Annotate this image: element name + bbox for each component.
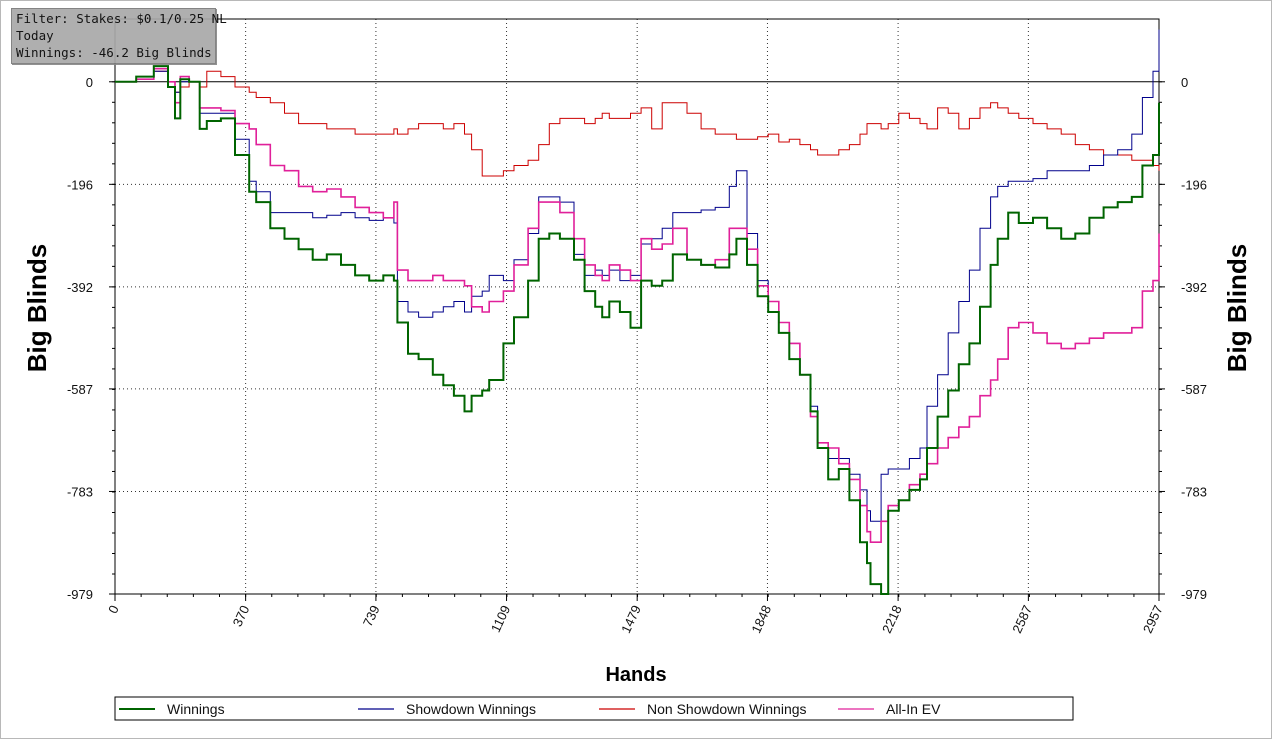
x-tick-label: 2957 xyxy=(1140,603,1166,636)
x-tick-label: 370 xyxy=(230,603,253,629)
x-tick-label: 1109 xyxy=(488,603,513,635)
y-tick-label-right: 0 xyxy=(1181,75,1188,90)
x-tick-label: 2218 xyxy=(879,603,905,636)
y-tick-label-left: 0 xyxy=(86,75,93,90)
legend-label: All-In EV xyxy=(886,701,941,717)
y-tick-label-right: -392 xyxy=(1181,280,1207,295)
x-tick-label: 1479 xyxy=(618,603,644,636)
y-tick-label-right: -783 xyxy=(1181,484,1207,499)
series xyxy=(115,29,1160,595)
legend: Winnings Showdown Winnings Non Showdown Wi… xyxy=(114,696,1074,721)
legend-box xyxy=(114,696,1074,721)
filter-winnings-text: Winnings: -46.2 Big Blinds xyxy=(16,45,212,60)
y-tick-label-left: -979 xyxy=(67,587,93,602)
legend-label: Non Showdown Winnings xyxy=(647,701,807,717)
series-line-winnings xyxy=(115,65,1160,595)
y-tick-label-right: -979 xyxy=(1181,587,1207,602)
series-line-non-showdown-winnings xyxy=(115,70,1160,177)
y-tick-label-left: -587 xyxy=(67,382,93,397)
y-tick-label-left: -783 xyxy=(67,484,93,499)
legend-label: Winnings xyxy=(167,701,225,717)
legend-label: Showdown Winnings xyxy=(406,701,536,717)
x-tick-label: 0 xyxy=(105,603,122,616)
y-tick-label-left: -392 xyxy=(67,280,93,295)
y-axis-title-right: Big Blinds xyxy=(1222,244,1252,373)
x-axis-title: Hands xyxy=(605,664,666,686)
y-tick-label-left: -196 xyxy=(67,177,93,192)
filter-date-text: Today xyxy=(16,28,54,43)
x-tick-label: 2587 xyxy=(1009,603,1035,636)
x-tick-label: 739 xyxy=(360,603,383,629)
y-tick-label-right: -587 xyxy=(1181,382,1207,397)
filter-stakes-text: Filter: Stakes: $0.1/0.25 NL xyxy=(16,11,227,26)
grid xyxy=(115,19,1159,595)
series-line-all-in-ev xyxy=(115,67,1160,543)
y-tick-label-right: -196 xyxy=(1181,177,1207,192)
y-axis-title-left: Big Blinds xyxy=(22,244,52,373)
filter-info-box: Filter: Stakes: $0.1/0.25 NL Today Winni… xyxy=(11,8,227,64)
x-tick-label: 1848 xyxy=(748,603,774,636)
